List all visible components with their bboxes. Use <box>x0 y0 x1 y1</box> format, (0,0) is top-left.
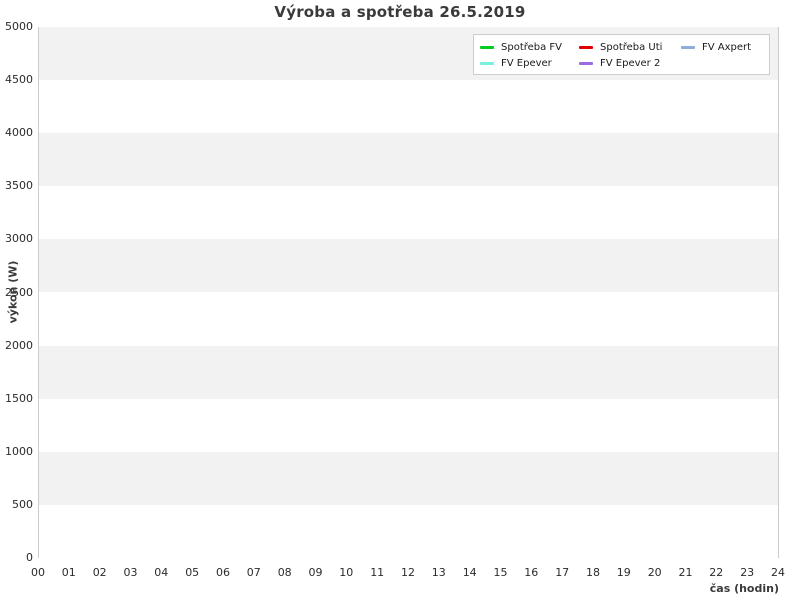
grid-band <box>39 80 778 134</box>
x-tick-label: 04 <box>154 566 169 579</box>
y-tick-label: 4500 <box>5 73 33 87</box>
x-tick-label: 08 <box>277 566 292 579</box>
y-tick-label: 2000 <box>5 338 33 352</box>
legend-label: FV Epever 2 <box>600 57 661 69</box>
y-tick-label: 3500 <box>5 179 33 193</box>
y-tick-label: 3000 <box>5 232 33 246</box>
x-tick-label: 13 <box>431 566 446 579</box>
legend-label: Spotřeba FV <box>501 41 563 53</box>
legend-label: Spotřeba Uti <box>600 41 663 53</box>
chart-title: Výroba a spotřeba 26.5.2019 <box>274 3 526 21</box>
x-tick-label: 06 <box>216 566 230 579</box>
legend-swatch-icon <box>579 61 593 65</box>
x-tick-label: 03 <box>123 566 138 579</box>
x-tick-label: 01 <box>61 566 76 579</box>
grid-band <box>39 186 778 240</box>
x-tick-label: 17 <box>555 566 570 579</box>
grid-band <box>39 239 778 293</box>
legend-swatch-icon <box>480 61 494 65</box>
legend-item-fv-epever: FV Epever <box>480 58 579 69</box>
x-tick-label: 24 <box>771 566 785 579</box>
legend-label: FV Epever <box>501 57 552 69</box>
legend-label: FV Axpert <box>702 41 752 53</box>
y-tick-label: 4000 <box>5 126 33 140</box>
x-tick-label: 21 <box>678 566 693 579</box>
x-axis-label: čas (hodin) <box>709 582 779 595</box>
x-tick-label: 16 <box>524 566 539 579</box>
grid-band <box>39 133 778 187</box>
x-tick-label: 22 <box>709 566 724 579</box>
plot-area <box>38 27 779 558</box>
grid-band <box>39 504 778 558</box>
legend-swatch-icon <box>480 45 494 49</box>
x-tick-label: 15 <box>493 566 508 579</box>
x-tick-label: 10 <box>339 566 354 579</box>
x-tick-label: 19 <box>616 566 631 579</box>
grid-band <box>39 451 778 505</box>
legend-item-spotřeba-fv: Spotřeba FV <box>480 42 579 53</box>
x-tick-label: 20 <box>647 566 662 579</box>
grid-band <box>39 292 778 346</box>
y-tick-label: 5000 <box>5 20 33 33</box>
x-tick-label: 09 <box>308 566 323 579</box>
legend-item-fv-epever-2: FV Epever 2 <box>579 58 681 69</box>
x-tick-label: 14 <box>462 566 477 579</box>
y-axis-label: výkon (W) <box>6 260 20 324</box>
x-tick-label: 02 <box>92 566 107 579</box>
y-tick-label: 1000 <box>5 444 33 458</box>
grid-band <box>39 345 778 399</box>
y-tick-label: 500 <box>12 497 33 511</box>
x-tick-label: 12 <box>401 566 415 579</box>
x-tick-label: 23 <box>740 566 755 579</box>
x-tick-label: 00 <box>31 566 45 579</box>
y-tick-label: 2500 <box>5 285 33 299</box>
legend-swatch-icon <box>579 45 593 49</box>
legend-item-fv-axpert: FV Axpert <box>681 42 769 53</box>
legend-swatch-icon <box>681 45 695 49</box>
grid-band <box>39 398 778 452</box>
x-tick-label: 05 <box>185 566 200 579</box>
x-tick-label: 18 <box>586 566 600 579</box>
x-tick-label: 07 <box>246 566 261 579</box>
x-tick-label: 11 <box>370 566 385 579</box>
y-tick-label: 0 <box>26 551 33 564</box>
y-tick-label: 1500 <box>5 391 33 405</box>
legend-item-spotřeba-uti: Spotřeba Uti <box>579 42 681 53</box>
legend: Spotřeba FV Spotřeba Uti FV Axpert FV Epeve… <box>473 34 770 75</box>
